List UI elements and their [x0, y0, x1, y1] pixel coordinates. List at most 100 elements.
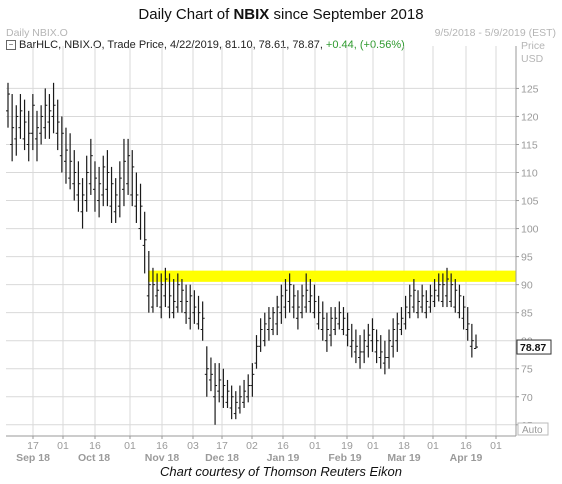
price-bar [300, 284, 305, 319]
price-bar [130, 150, 135, 207]
price-bar [449, 273, 454, 308]
price-bar [258, 318, 263, 352]
price-bar [304, 273, 309, 313]
price-bar [159, 273, 164, 319]
x-tick-label: 02 [246, 440, 258, 452]
price-bar [233, 391, 238, 420]
price-bar [316, 295, 321, 330]
grid [6, 46, 516, 436]
price-bar [420, 284, 425, 313]
price-bar [341, 307, 346, 336]
x-tick-label: 17 [216, 440, 228, 452]
price-bar [345, 312, 350, 347]
price-bar [416, 290, 421, 319]
price-bar [453, 279, 458, 313]
price-bar [279, 284, 284, 324]
price-bar [188, 284, 193, 330]
price-bar [55, 99, 60, 151]
x-tick-label: 01 [427, 440, 439, 452]
price-bar [39, 105, 44, 145]
price-bar [142, 211, 147, 274]
price-bar [469, 323, 474, 358]
y-tick-label: 75 [521, 364, 533, 376]
price-bar [126, 138, 131, 195]
price-bar [217, 363, 222, 403]
price-bar [250, 363, 255, 397]
price-bar [167, 273, 172, 319]
price-bar [457, 284, 462, 319]
price-bar [196, 295, 201, 330]
price-bar [121, 138, 126, 207]
price-bar [349, 323, 354, 358]
price-bar [105, 150, 110, 207]
price-bar [208, 357, 213, 392]
price-bar [30, 94, 35, 151]
price-bar [465, 307, 470, 341]
price-bar [428, 284, 433, 313]
month-labels: Sep 18 Oct 18 Nov 18 Dec 18 Jan 19 Feb 19 Mar … [16, 452, 482, 464]
price-bar [387, 329, 392, 369]
price-bars [6, 82, 478, 425]
price-bar [370, 318, 375, 352]
price-bar [76, 161, 81, 212]
price-bar [68, 133, 73, 190]
currency-label: USD [521, 53, 544, 65]
y-tick-label: 115 [521, 139, 538, 151]
price-bar [378, 335, 383, 369]
price-bar [26, 110, 31, 162]
price-bar [97, 166, 102, 218]
price-bar [18, 94, 23, 139]
x-tick-label: 16 [156, 440, 168, 452]
price-bar [246, 374, 251, 403]
x-tick-label: 19 [341, 440, 353, 452]
chart-credit: Chart courtesy of Thomson Reuters Eikon [159, 464, 403, 479]
price-bar [333, 307, 338, 336]
price-bar [150, 267, 155, 313]
price-bar [59, 116, 64, 173]
price-bar [155, 273, 160, 308]
price-bar [117, 161, 122, 218]
month-label: Nov 18 [145, 452, 180, 464]
price-bar [366, 323, 371, 358]
price-bar [432, 279, 437, 308]
price-bar [10, 94, 15, 162]
x-tick-label: 16 [277, 440, 289, 452]
y-tick-label: 95 [521, 252, 533, 264]
y-tick-label: 125 [521, 83, 539, 95]
price-bar [461, 295, 466, 330]
auto-scale-button[interactable] [517, 422, 549, 436]
price-bar [358, 335, 363, 369]
price-bar [22, 99, 27, 151]
last-price-marker: 78.87 [516, 339, 552, 355]
price-bar [403, 295, 408, 330]
price-bar [283, 279, 288, 319]
price-bar [163, 267, 168, 308]
price-bar [382, 340, 387, 375]
y-tick-label: 110 [521, 168, 538, 180]
month-label: Mar 19 [387, 452, 420, 464]
auto-scale-label: Auto [522, 425, 543, 436]
price-bar [146, 251, 151, 313]
month-label: Feb 19 [328, 452, 361, 464]
ticker-symbol: NBIX [233, 6, 270, 23]
price-bar [84, 155, 89, 212]
date-range: 9/5/2018 - 5/9/2019 (EST) [434, 27, 556, 39]
price-bar [287, 273, 292, 313]
price-bar [221, 368, 226, 408]
price-bar [407, 284, 412, 319]
x-tick-label: 16 [460, 440, 472, 452]
price-bar [440, 273, 445, 308]
price-bar [101, 155, 106, 207]
minus-box-icon[interactable]: − [6, 40, 16, 50]
month-label: Apr 19 [450, 452, 483, 464]
x-tick-label: 01 [490, 440, 502, 452]
y-tick-label: 90 [521, 280, 533, 292]
price-bar [109, 166, 114, 223]
price-bar [411, 279, 416, 313]
month-label: Oct 18 [78, 452, 110, 464]
y-tick-label: 100 [521, 224, 539, 236]
month-label: Jan 19 [267, 452, 300, 464]
price-bar [175, 273, 180, 313]
price-axis-title: Price [521, 40, 545, 52]
